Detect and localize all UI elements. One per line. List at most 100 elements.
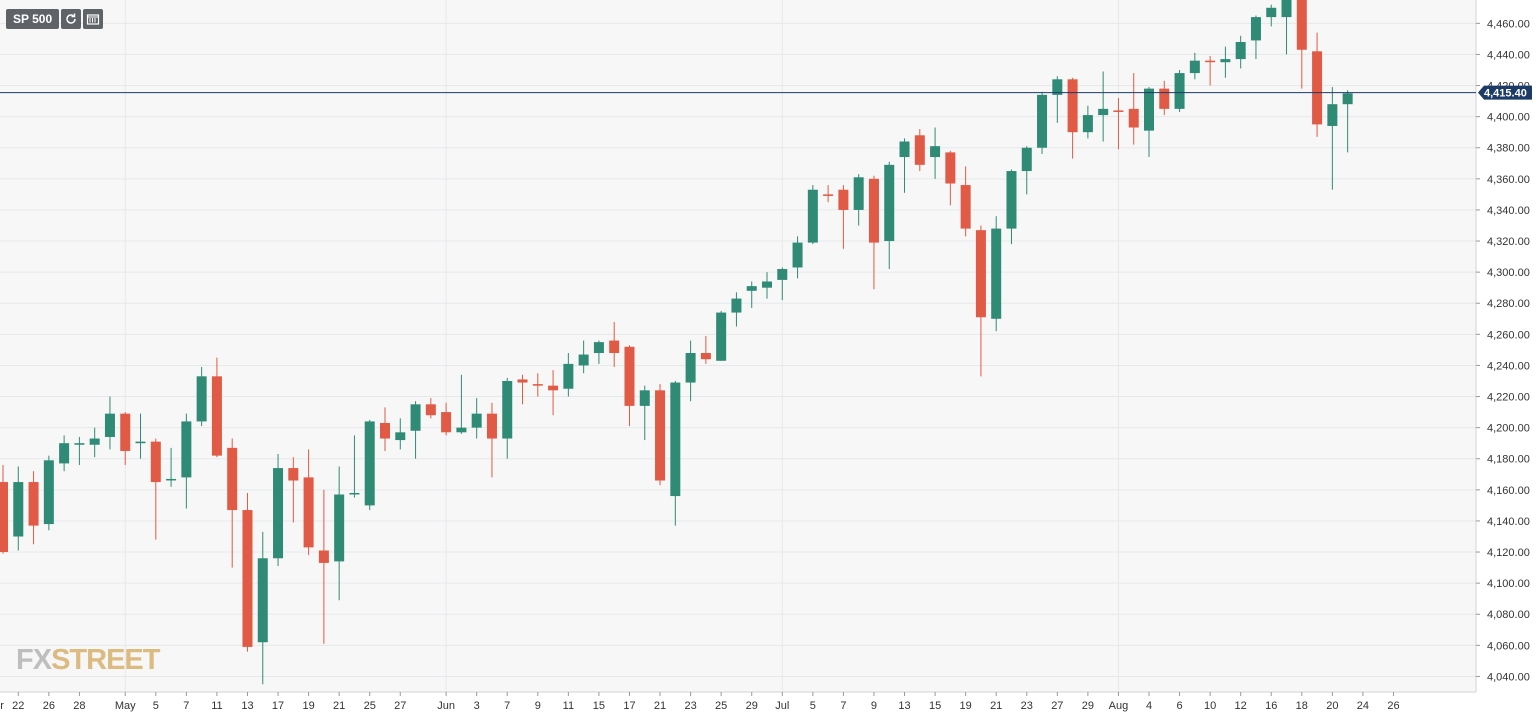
candle-up — [410, 401, 421, 459]
chart-settings-icon[interactable] — [83, 9, 104, 29]
candle-body — [1174, 73, 1185, 109]
candle-up — [1082, 105, 1093, 139]
candle-body — [716, 312, 727, 361]
candle-up — [349, 435, 360, 498]
candle-body — [1235, 41, 1246, 60]
x-tick-label: Aug — [1109, 700, 1129, 712]
candle-up — [59, 435, 70, 472]
candle-body — [166, 478, 177, 481]
candle-body — [884, 164, 895, 242]
candle-body — [1327, 104, 1338, 126]
candle-down — [425, 398, 436, 419]
y-tick-label: 4,380.00 — [1487, 143, 1530, 155]
candle-up — [716, 311, 727, 361]
candle-up — [135, 413, 146, 459]
candle-body — [517, 379, 528, 383]
candle-body — [74, 443, 85, 445]
candle-up — [853, 174, 864, 226]
candle-up — [991, 216, 1002, 332]
symbol-label[interactable]: SP 500 — [6, 9, 60, 29]
candle-body — [823, 194, 834, 196]
x-tick-label: 15 — [593, 700, 605, 712]
candle-body — [991, 228, 1002, 319]
current-price-label: 4,415.40 — [1478, 85, 1532, 100]
x-tick-label: 16 — [1265, 700, 1277, 712]
x-tick-label: Jul — [775, 700, 789, 712]
candle-body — [334, 494, 345, 562]
candle-down — [914, 129, 925, 172]
candle-up — [273, 454, 284, 567]
y-tick-label: 4,040.00 — [1487, 671, 1530, 683]
candle-up — [43, 455, 54, 531]
candle-down — [609, 321, 620, 367]
x-tick-label: 9 — [871, 700, 877, 712]
current-price-tag — [1478, 85, 1532, 100]
x-tick-label: 5 — [153, 700, 159, 712]
candle-down — [28, 471, 39, 545]
candle-body — [486, 413, 497, 439]
candle-body — [655, 390, 666, 481]
candle-body — [1067, 79, 1078, 133]
candle-up — [731, 292, 742, 327]
candle-up — [334, 466, 345, 601]
candle-body — [211, 376, 222, 456]
x-tick-label: Jun — [437, 700, 455, 712]
candle-body — [975, 230, 986, 318]
candle-body — [471, 413, 482, 428]
candle-body — [593, 342, 604, 353]
candle-down — [150, 438, 161, 540]
candle-up — [1266, 4, 1277, 27]
y-tick-label: 4,160.00 — [1487, 485, 1530, 497]
candle-up — [1144, 87, 1154, 158]
candle-body — [609, 340, 620, 353]
candle-up — [807, 185, 818, 245]
candle-down — [1067, 77, 1078, 159]
candle-body — [1296, 0, 1307, 50]
candle-body — [104, 413, 115, 437]
y-tick-label: 4,360.00 — [1487, 174, 1530, 186]
candle-down — [823, 185, 834, 203]
candle-up — [1342, 90, 1353, 153]
candle-down — [1205, 55, 1216, 86]
candle-body — [532, 384, 543, 386]
candle-up — [1327, 87, 1338, 190]
candle-body — [624, 346, 635, 406]
x-tick-label: 26 — [43, 700, 55, 712]
candle-down — [1113, 97, 1124, 150]
candle-body — [364, 421, 375, 506]
y-tick-label: 4,260.00 — [1487, 329, 1530, 341]
candle-up — [456, 374, 467, 434]
current-price-value: 4,415.40 — [1484, 88, 1527, 100]
x-tick-label: 26 — [1387, 700, 1399, 712]
candle-down — [288, 457, 299, 523]
candle-body — [395, 432, 406, 441]
candle-up — [1281, 0, 1292, 55]
candle-body — [1220, 59, 1231, 63]
candle-body — [1082, 115, 1093, 133]
candle-body — [441, 412, 452, 433]
x-tick-label: 21 — [333, 700, 345, 712]
y-tick-label: 4,200.00 — [1487, 423, 1530, 435]
candle-up — [104, 396, 115, 450]
refresh-icon[interactable] — [61, 9, 82, 29]
candle-body — [945, 152, 956, 184]
x-tick-label: 7 — [504, 700, 510, 712]
candle-body — [135, 441, 146, 444]
x-tick-label: 17 — [272, 700, 284, 712]
x-tick-label: 4 — [1146, 700, 1152, 712]
x-axis-ticks: Apr 22 26 28 May 5 7 11 13 17 19 21 25 27 Jun 3 7 9 11 15 17… — [0, 692, 1400, 712]
candle-down — [700, 335, 711, 364]
plot-background — [0, 0, 1476, 692]
candle-down — [655, 384, 666, 486]
candle-body — [13, 482, 24, 537]
x-tick-label: 18 — [1296, 700, 1308, 712]
candle-up — [364, 419, 375, 511]
candle-up — [181, 413, 192, 509]
candle-down — [517, 374, 528, 405]
candle-body — [960, 185, 971, 229]
candle-down — [1312, 32, 1323, 137]
candle-up — [762, 272, 772, 299]
y-tick-label: 4,460.00 — [1487, 18, 1530, 30]
y-tick-label: 4,180.00 — [1487, 454, 1530, 466]
